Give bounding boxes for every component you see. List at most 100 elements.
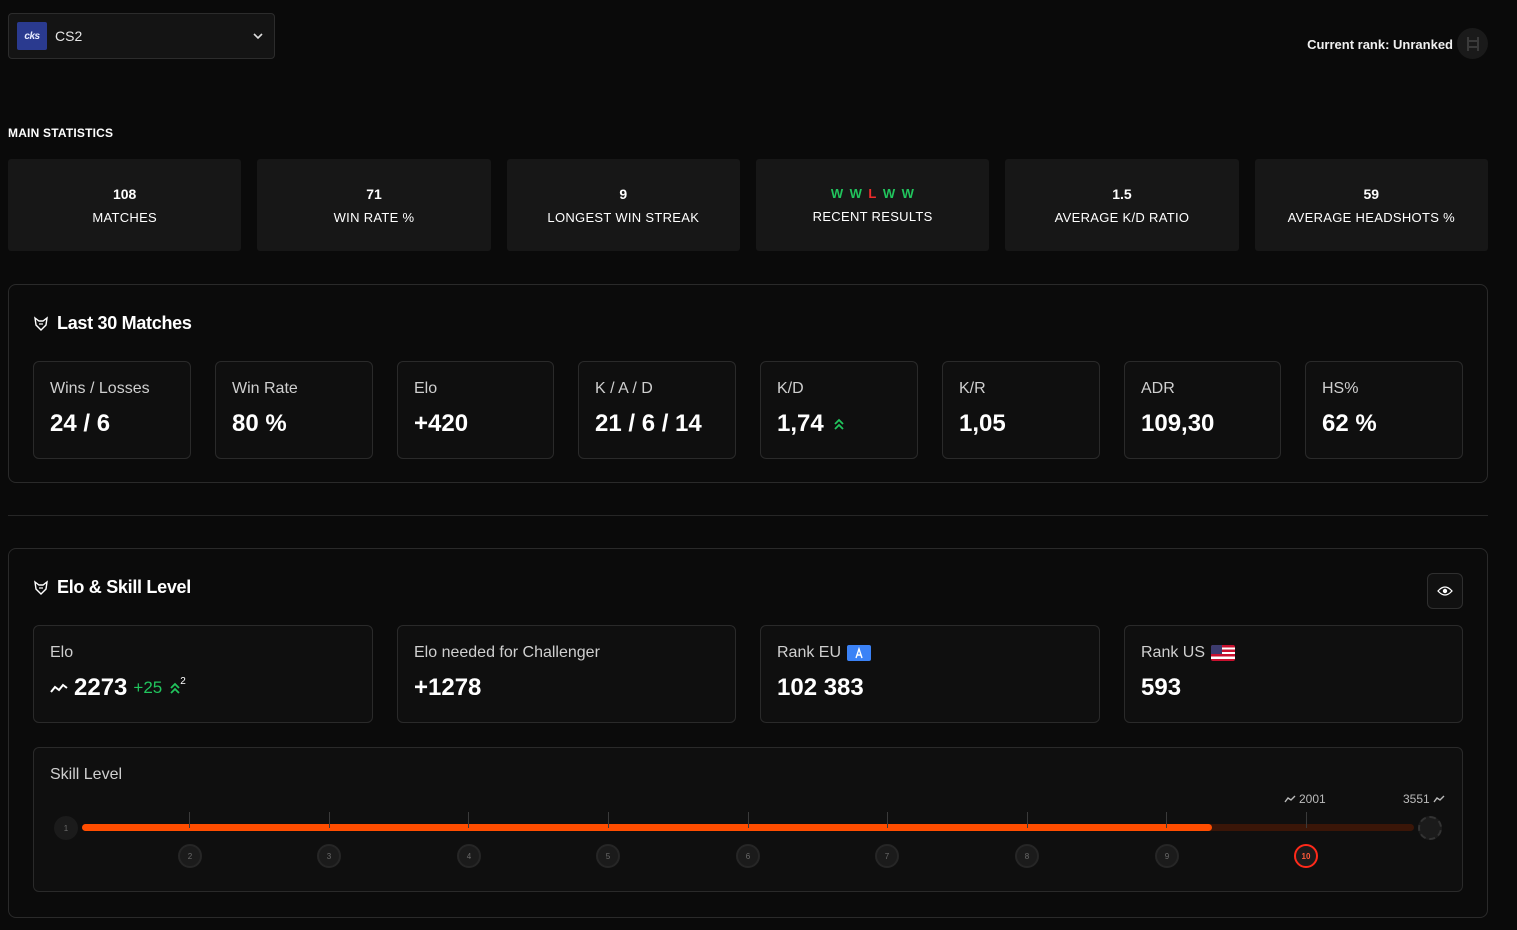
trend-icon xyxy=(1433,795,1445,803)
game-selector[interactable]: cks CS2 xyxy=(8,13,275,59)
stat-label: AVERAGE HEADSHOTS % xyxy=(1287,209,1455,225)
max-elo-threshold: 3551 xyxy=(1403,792,1445,806)
level-10-elo: 2001 xyxy=(1299,792,1326,806)
level-10-icon: 10 xyxy=(1294,844,1318,868)
metric-label: Elo xyxy=(414,380,438,397)
level-tick xyxy=(1306,812,1307,828)
stat-label: RECENT RESULTS xyxy=(812,209,933,224)
result-win: W xyxy=(901,186,915,201)
metric-label: K / A / D xyxy=(595,380,653,397)
toggle-visibility-button[interactable] xyxy=(1427,573,1463,609)
skill-level-label: Skill Level xyxy=(50,766,123,783)
metric-label: Win Rate xyxy=(232,380,298,397)
metric-value: 1,05 xyxy=(959,410,1006,437)
level-6-icon: 6 xyxy=(736,844,760,868)
faceit-wolf-icon xyxy=(34,315,48,331)
recent-results: W W L W W xyxy=(831,186,915,201)
stat-value: 59 xyxy=(1363,185,1380,202)
stat-label: MATCHES xyxy=(92,209,158,225)
us-flag-icon xyxy=(1211,645,1236,661)
stat-card-kd-ratio: 1.5 AVERAGE K/D RATIO xyxy=(1005,159,1239,251)
metric-value: 1,74 xyxy=(777,410,901,438)
metric-elo-current: Elo 2273 +25 2 xyxy=(33,625,373,723)
chevron-down-icon xyxy=(253,33,263,40)
panel-title-text: Elo & Skill Level xyxy=(57,577,191,597)
metric-label: HS% xyxy=(1322,380,1359,397)
result-win: W xyxy=(882,186,896,201)
metric-label: Elo xyxy=(50,644,74,661)
level-tick xyxy=(329,812,330,828)
rank-us-label: Rank US xyxy=(1141,644,1206,661)
section-divider xyxy=(8,515,1488,516)
level-10-threshold: 2001 xyxy=(1284,792,1326,806)
level-5-icon: 5 xyxy=(596,844,620,868)
level-1-icon: 1 xyxy=(54,816,78,840)
unranked-badge-icon xyxy=(1457,28,1488,59)
metric-kad: K / A / D 21 / 6 / 14 xyxy=(578,361,736,459)
level-tick xyxy=(748,812,749,828)
metric-adr: ADR 109,30 xyxy=(1124,361,1281,459)
level-2-icon: 2 xyxy=(178,844,202,868)
metric-value: 62 % xyxy=(1322,410,1377,437)
faceit-wolf-icon xyxy=(34,579,48,595)
stat-card-longest-streak: 9 LONGEST WIN STREAK xyxy=(506,159,740,251)
metric-label: Rank EU xyxy=(777,644,1083,662)
current-rank-label: Current rank: Unranked xyxy=(1307,37,1453,52)
kd-value: 1,74 xyxy=(777,410,824,437)
level-3-icon: 3 xyxy=(317,844,341,868)
elo-delta-sup: 2 xyxy=(180,675,186,687)
main-statistics-title: MAIN STATISTICS xyxy=(8,126,114,140)
skill-level-box: Skill Level 2001 3551 1 2 3 4 5 6 7 8 xyxy=(33,747,1463,892)
max-elo: 3551 xyxy=(1403,792,1430,806)
panel-title: Last 30 Matches xyxy=(33,313,192,334)
result-win: W xyxy=(849,186,863,201)
metric-elo: Elo +420 xyxy=(397,361,554,459)
cs2-logo-icon: cks xyxy=(17,22,47,50)
metric-value: 102 383 xyxy=(777,674,864,701)
last-30-metrics: Wins / Losses 24 / 6 Win Rate 80 % Elo +… xyxy=(33,361,1463,459)
level-tick xyxy=(608,812,609,828)
stat-label: LONGEST WIN STREAK xyxy=(547,209,700,225)
trend-icon xyxy=(1284,795,1296,803)
metric-label: K/R xyxy=(959,380,986,397)
challenger-icon xyxy=(1418,816,1442,840)
metric-kr: K/R 1,05 xyxy=(942,361,1100,459)
metric-kd: K/D 1,74 xyxy=(760,361,918,459)
level-4-icon: 4 xyxy=(457,844,481,868)
metric-hs: HS% 62 % xyxy=(1305,361,1463,459)
level-8-icon: 8 xyxy=(1015,844,1039,868)
metric-rank-eu: Rank EU 102 383 xyxy=(760,625,1100,723)
level-tick xyxy=(468,812,469,828)
last-30-matches-panel: Last 30 Matches Wins / Losses 24 / 6 Win… xyxy=(8,284,1488,483)
rank-eu-label: Rank EU xyxy=(777,644,842,661)
level-tick xyxy=(189,812,190,828)
elo-delta: +25 xyxy=(133,678,163,697)
metric-value: 593 xyxy=(1141,674,1182,701)
panel-title-text: Last 30 Matches xyxy=(57,313,192,333)
metric-win-rate: Win Rate 80 % xyxy=(215,361,373,459)
double-chevron-up-icon xyxy=(834,418,844,430)
metric-label: Elo needed for Challenger xyxy=(414,644,600,661)
metric-value: +420 xyxy=(414,410,469,437)
skill-progress-fill xyxy=(82,824,1212,831)
metric-value: 80 % xyxy=(232,410,287,437)
elo-value: 2273 xyxy=(74,674,128,701)
eu-flag-icon xyxy=(847,645,872,661)
metric-value: 21 / 6 / 14 xyxy=(595,410,702,437)
metric-elo-challenger: Elo needed for Challenger +1278 xyxy=(397,625,736,723)
stat-value: 71 xyxy=(366,185,382,202)
metric-label: Rank US xyxy=(1141,644,1446,662)
stat-label: WIN RATE % xyxy=(333,209,415,225)
metric-value: 109,30 xyxy=(1141,410,1215,437)
stat-card-win-rate: 71 WIN RATE % xyxy=(257,159,491,251)
stat-card-matches: 108 MATCHES xyxy=(8,159,242,251)
main-statistics-row: 108 MATCHES 71 WIN RATE % 9 LONGEST WIN … xyxy=(8,159,1488,251)
metric-rank-us: Rank US 593 xyxy=(1124,625,1463,723)
level-7-icon: 7 xyxy=(875,844,899,868)
stat-value: 108 xyxy=(112,185,137,202)
stat-card-headshots: 59 AVERAGE HEADSHOTS % xyxy=(1254,159,1488,251)
stat-value: 9 xyxy=(619,185,628,202)
elo-skill-panel: Elo & Skill Level Elo 2273 +25 2 Elo nee… xyxy=(8,548,1488,918)
result-win: W xyxy=(830,186,844,201)
elo-metrics: Elo 2273 +25 2 Elo needed for Challenger… xyxy=(33,625,1463,723)
